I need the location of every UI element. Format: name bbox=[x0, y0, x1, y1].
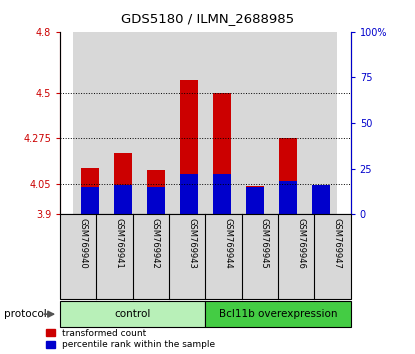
Text: Bcl11b overexpression: Bcl11b overexpression bbox=[219, 309, 337, 319]
Text: protocol: protocol bbox=[4, 309, 47, 319]
Bar bbox=[279, 181, 297, 214]
Text: GSM769945: GSM769945 bbox=[260, 218, 269, 268]
Text: GSM769940: GSM769940 bbox=[78, 218, 87, 268]
Bar bbox=[114, 185, 132, 214]
Bar bbox=[114, 153, 132, 214]
Bar bbox=[180, 174, 198, 214]
Bar bbox=[213, 174, 231, 214]
Bar bbox=[312, 186, 330, 214]
Text: GSM769946: GSM769946 bbox=[296, 218, 305, 269]
Bar bbox=[147, 170, 165, 214]
Bar bbox=[312, 185, 330, 214]
Bar bbox=[246, 186, 264, 214]
Text: GSM769944: GSM769944 bbox=[224, 218, 232, 268]
Bar bbox=[246, 187, 264, 214]
Bar bbox=[147, 187, 165, 214]
Bar bbox=[81, 167, 99, 214]
Text: GSM769941: GSM769941 bbox=[115, 218, 124, 268]
Bar bbox=[205, 32, 239, 214]
Text: GSM769947: GSM769947 bbox=[332, 218, 342, 269]
Text: control: control bbox=[115, 309, 151, 319]
Bar bbox=[305, 32, 337, 214]
Text: GDS5180 / ILMN_2688985: GDS5180 / ILMN_2688985 bbox=[121, 12, 294, 25]
Text: GSM769942: GSM769942 bbox=[151, 218, 160, 268]
Bar bbox=[106, 32, 139, 214]
Bar bbox=[139, 32, 172, 214]
Legend: transformed count, percentile rank within the sample: transformed count, percentile rank withi… bbox=[46, 329, 215, 349]
Bar bbox=[73, 32, 106, 214]
Bar bbox=[279, 138, 297, 214]
Bar bbox=[239, 32, 271, 214]
Bar bbox=[213, 93, 231, 214]
Bar bbox=[81, 187, 99, 214]
Bar bbox=[271, 32, 305, 214]
Bar bbox=[180, 80, 198, 214]
Text: GSM769943: GSM769943 bbox=[187, 218, 196, 269]
Bar bbox=[172, 32, 205, 214]
